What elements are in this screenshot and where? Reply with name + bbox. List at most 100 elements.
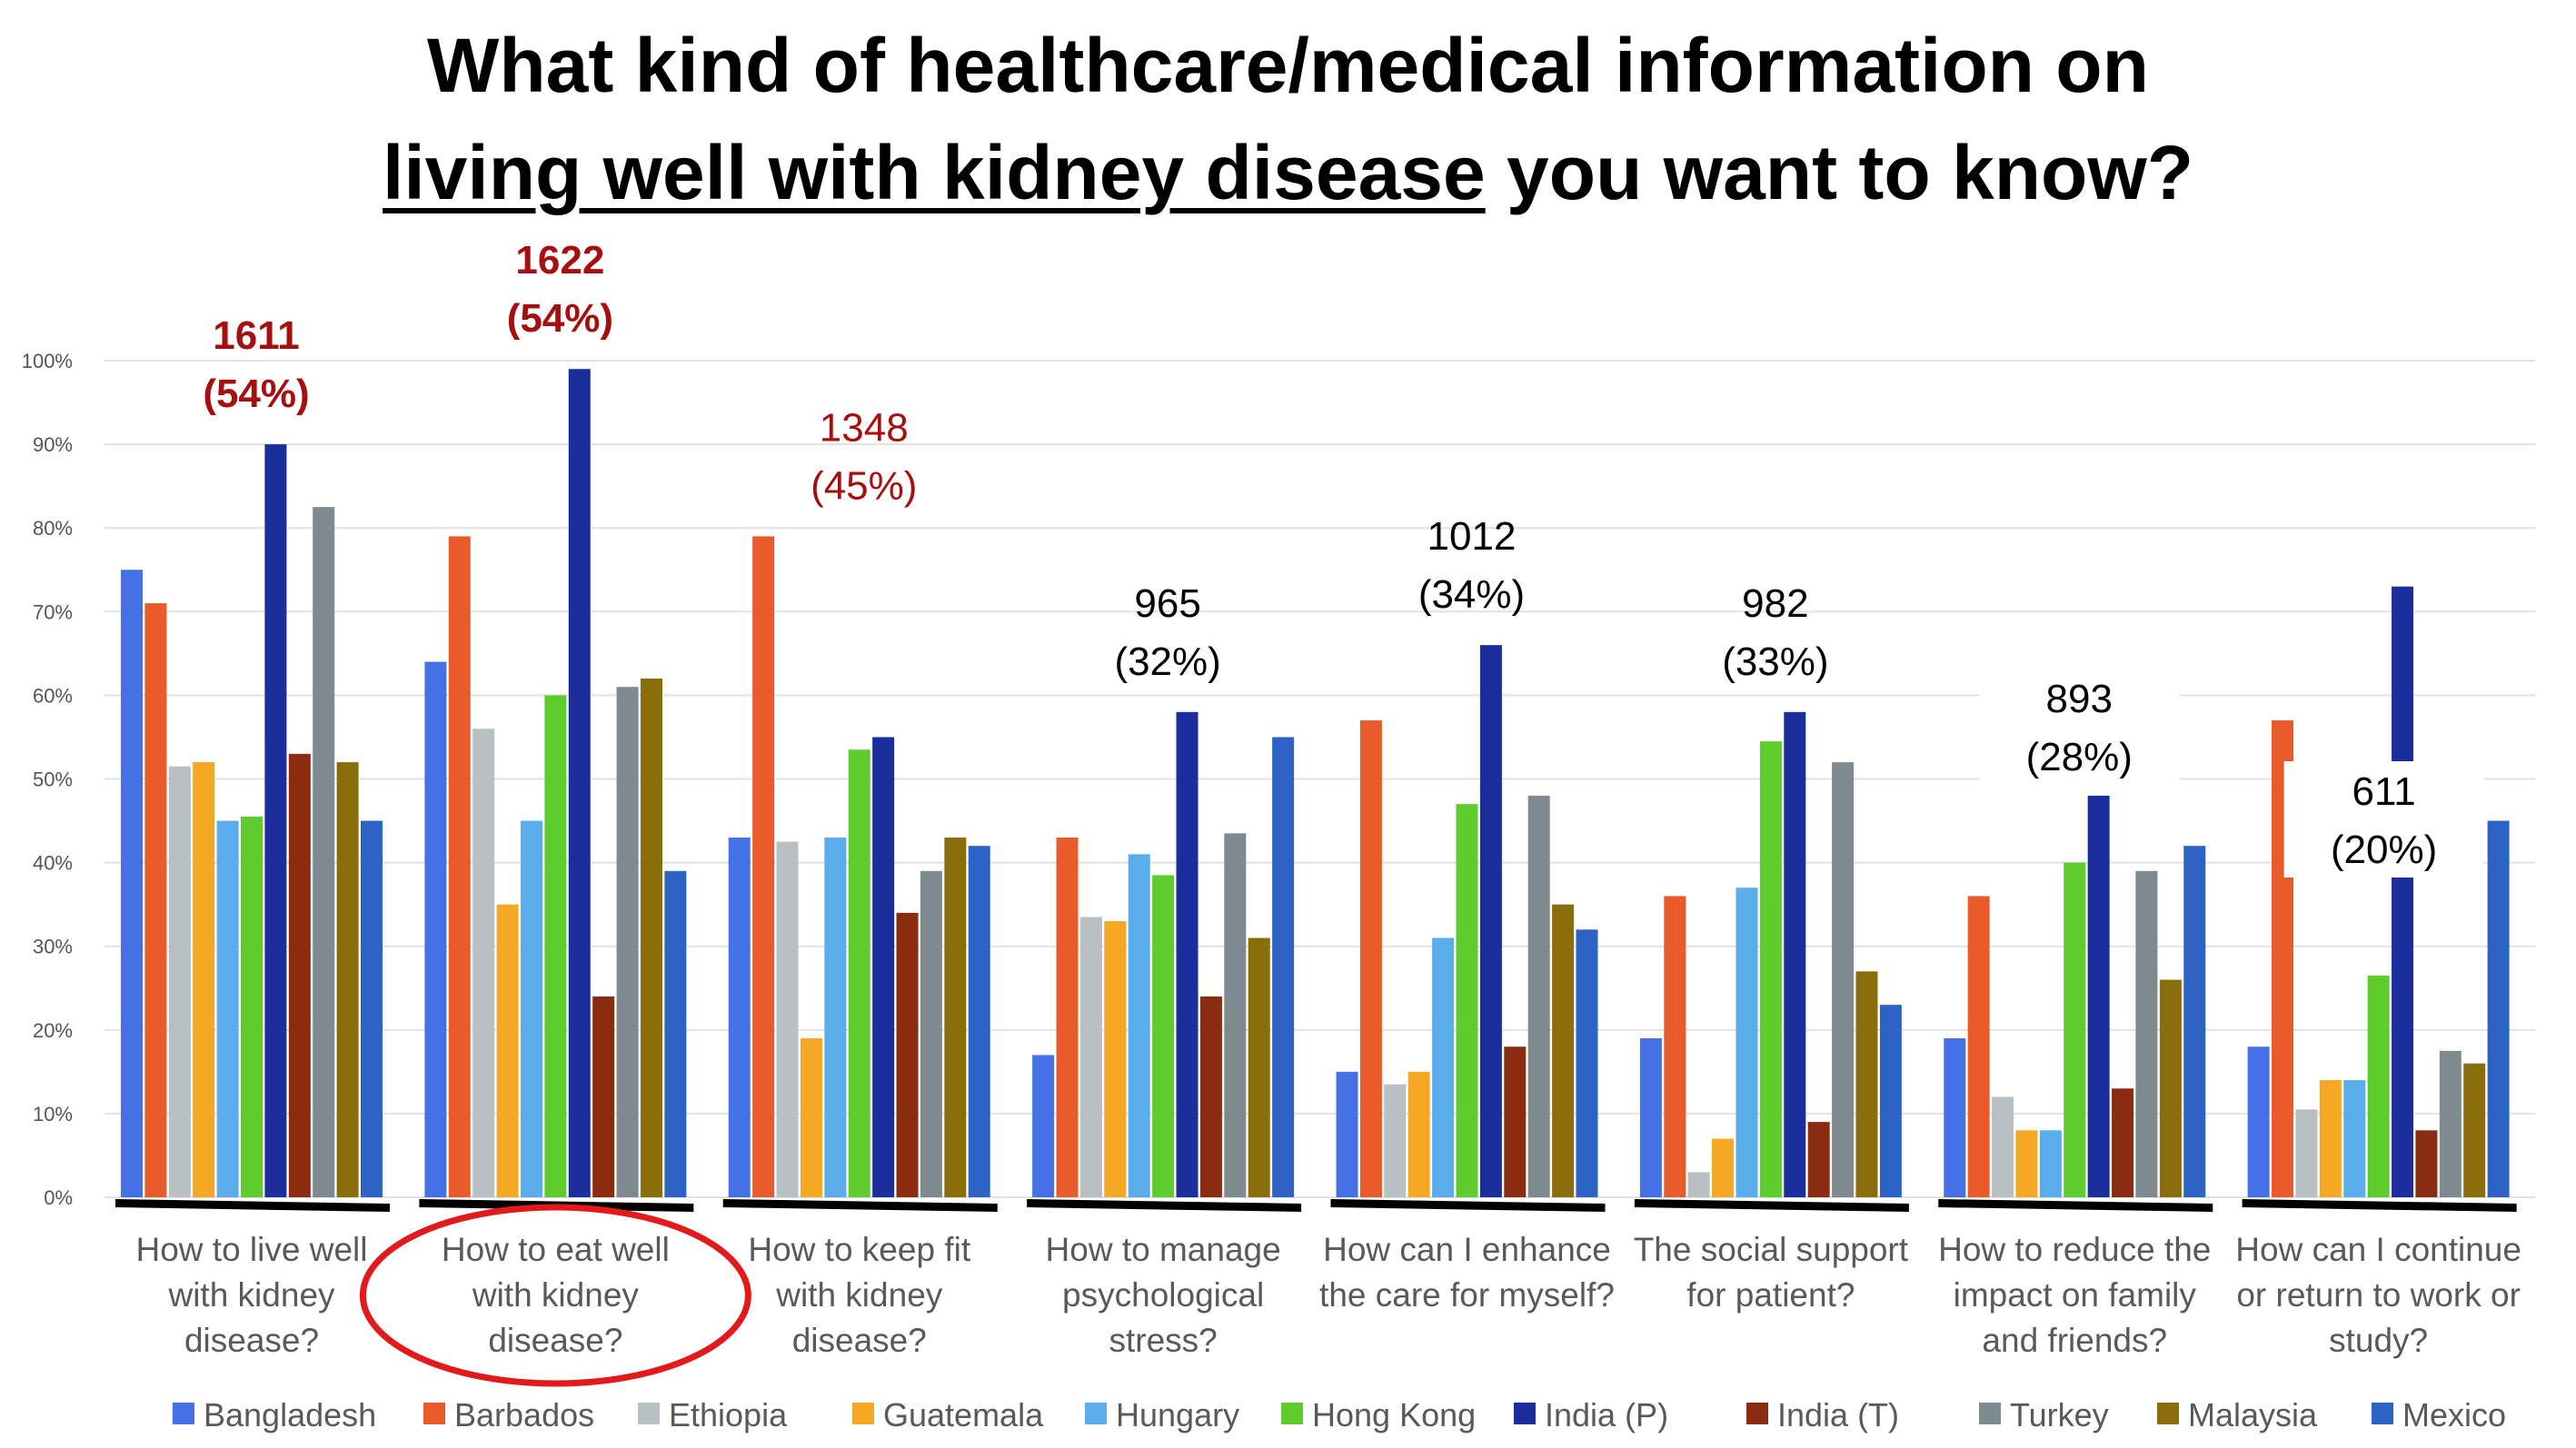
total-percent-label: (54%)	[203, 372, 309, 416]
bar-ethiopia	[168, 766, 191, 1197]
bar-india-p	[2087, 795, 2110, 1197]
category-label: How to manage	[1046, 1231, 1281, 1268]
y-tick-label: 0%	[44, 1186, 73, 1209]
total-percent-label: (54%)	[507, 296, 613, 341]
y-tick-label: 50%	[33, 769, 73, 791]
bar-mexico	[1576, 929, 1598, 1197]
category-label: disease?	[184, 1322, 319, 1359]
bar-hungary	[824, 837, 847, 1197]
category-label: or return to work or	[2236, 1276, 2521, 1314]
bar-malaysia	[1855, 971, 1878, 1197]
bar-hong-kong	[1456, 804, 1478, 1197]
legend-label: Guatemala	[883, 1396, 1044, 1433]
bar-hungary	[2343, 1080, 2366, 1197]
legend-swatch	[2157, 1403, 2179, 1424]
chart-title-line-1: What kind of healthcare/medical informat…	[427, 23, 2149, 108]
total-count-label: 982	[1742, 581, 1808, 626]
legend-label: Malaysia	[2188, 1396, 2318, 1433]
category-label: for patient?	[1686, 1276, 1855, 1314]
legend-swatch	[2372, 1403, 2393, 1424]
legend-swatch	[173, 1403, 194, 1424]
legend-label: Mexico	[2402, 1396, 2506, 1433]
category-label: disease?	[792, 1322, 927, 1359]
bar-mexico	[2183, 846, 2206, 1197]
bar-india-t	[2415, 1130, 2438, 1197]
bar-hungary	[2039, 1130, 2062, 1197]
total-percent-label: (34%)	[1418, 572, 1525, 617]
bar-india-t	[1199, 996, 1222, 1197]
bar-barbados	[1056, 837, 1079, 1197]
category-label: impact on family	[1954, 1276, 2197, 1314]
bar-guatemala	[2319, 1080, 2342, 1197]
group-baseline	[1027, 1199, 1302, 1212]
category-label: disease?	[488, 1322, 622, 1359]
bar-hungary	[1432, 937, 1455, 1197]
bar-ethiopia	[776, 841, 799, 1197]
bar-india-t	[2112, 1088, 2134, 1197]
category-label: study?	[2329, 1322, 2428, 1359]
y-tick-label: 80%	[33, 517, 73, 540]
bar-malaysia	[1248, 937, 1270, 1197]
category-label: How can I continue	[2235, 1231, 2521, 1268]
bar-turkey	[1224, 833, 1247, 1197]
legend-swatch	[852, 1403, 874, 1424]
group-baseline	[2242, 1199, 2517, 1212]
total-count-label: 611	[2352, 769, 2416, 814]
bar-ethiopia	[1079, 917, 1102, 1197]
total-label-background	[2283, 761, 2484, 878]
bar-turkey	[616, 687, 639, 1197]
legend-label: Bangladesh	[204, 1396, 376, 1433]
legend-label: India (P)	[1545, 1396, 1668, 1433]
y-tick-label: 90%	[33, 433, 73, 456]
bar-india-p	[2392, 586, 2414, 1197]
bar-india-p	[264, 444, 287, 1198]
bar-bangladesh	[1336, 1071, 1358, 1197]
bar-hong-kong	[1759, 741, 1782, 1197]
total-percent-label: (20%)	[2331, 828, 2437, 872]
bar-hong-kong	[848, 749, 870, 1197]
bar-hungary	[216, 820, 239, 1197]
bar-india-t	[1504, 1046, 1527, 1197]
bar-india-p	[872, 737, 895, 1197]
bar-mexico	[664, 870, 687, 1197]
bar-barbados	[1359, 720, 1382, 1197]
total-count-label: 893	[2046, 677, 2113, 721]
y-tick-label: 60%	[33, 684, 73, 707]
bar-mexico	[1272, 737, 1295, 1197]
category-label: with kidney	[472, 1276, 640, 1314]
legend-swatch	[423, 1403, 445, 1424]
bar-india-t	[896, 912, 919, 1197]
total-count-label: 1611	[213, 313, 299, 358]
bar-guatemala	[1712, 1138, 1735, 1197]
legend-swatch	[1979, 1403, 2001, 1424]
legend-label: Hong Kong	[1312, 1396, 1476, 1433]
legend-label: Ethiopia	[669, 1396, 788, 1433]
bar-turkey	[920, 870, 942, 1197]
category-label: How to eat well	[442, 1231, 670, 1268]
bar-india-p	[1784, 711, 1806, 1197]
bar-hong-kong	[241, 816, 263, 1197]
legend-swatch	[1085, 1403, 1107, 1424]
bar-hong-kong	[1152, 875, 1175, 1197]
total-label-background	[1979, 669, 2180, 785]
group-baseline	[1330, 1199, 1606, 1212]
bar-malaysia	[1552, 904, 1575, 1197]
bar-guatemala	[193, 762, 215, 1197]
total-percent-label: (45%)	[811, 463, 917, 508]
bar-guatemala	[800, 1038, 822, 1197]
group-baseline	[722, 1199, 998, 1212]
bar-mexico	[361, 820, 383, 1197]
category-label: The social support	[1634, 1231, 1909, 1268]
bar-mexico	[968, 846, 990, 1197]
bar-india-p	[1176, 711, 1198, 1197]
legend-swatch	[1746, 1403, 1768, 1424]
bar-india-t	[288, 753, 311, 1197]
bar-hungary	[1128, 854, 1150, 1197]
y-tick-label: 10%	[33, 1103, 73, 1126]
chart-title-rest: you want to know?	[1485, 130, 2194, 215]
bar-turkey	[2439, 1050, 2462, 1197]
bar-turkey	[1832, 762, 1855, 1197]
total-percent-label: (28%)	[2026, 735, 2133, 779]
chart-title-underlined: living well with kidney disease	[382, 130, 1486, 215]
bar-guatemala	[1407, 1071, 1430, 1197]
